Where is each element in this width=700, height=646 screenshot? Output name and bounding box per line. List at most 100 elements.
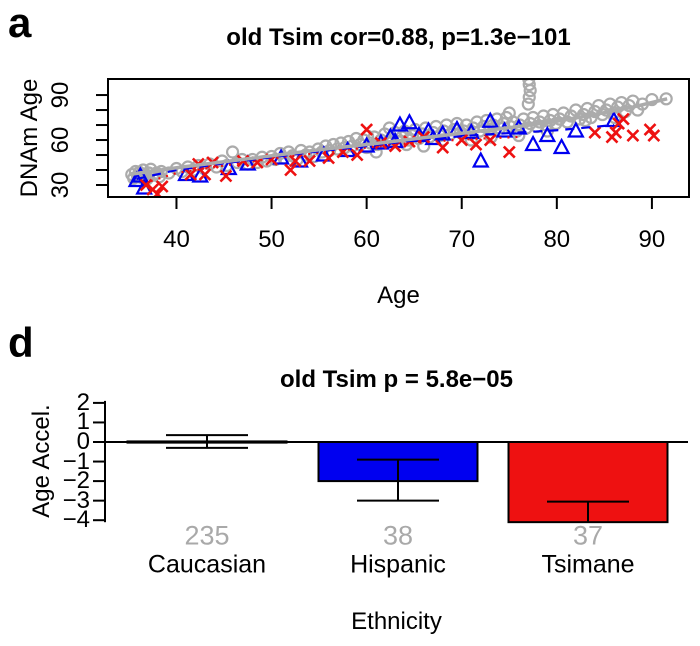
- caucasian-point-circle: [255, 150, 269, 164]
- bar-category-label: Hispanic: [350, 550, 446, 579]
- caucasian-point-circle: [360, 129, 375, 143]
- caucasian-point-circle: [290, 152, 304, 167]
- tsimane-point-x: [139, 178, 153, 192]
- caucasian-point-circle: [374, 133, 388, 147]
- hispanic-point-triangle: [338, 140, 357, 158]
- caucasian-point-circle: [433, 128, 447, 143]
- hispanic-point-triangle: [410, 125, 428, 143]
- tsimane-point-x: [436, 141, 450, 154]
- caucasian-point-circle: [230, 155, 244, 170]
- tsimane-point-x: [374, 136, 388, 150]
- hispanic-point-triangle: [357, 136, 376, 153]
- hispanic-point-triangle: [291, 151, 309, 168]
- caucasian-point-circle: [536, 109, 551, 123]
- caucasian-point-circle: [549, 116, 563, 131]
- caucasian-point-circle: [412, 131, 426, 146]
- panel-a-letter: a: [8, 0, 32, 46]
- caucasian-point-circle: [357, 133, 371, 147]
- caucasian-point-circle: [512, 128, 526, 143]
- caucasian-point-circle: [408, 122, 422, 137]
- hispanic-point-triangle: [419, 121, 438, 138]
- caucasian-point-circle: [319, 139, 333, 153]
- tsimane-point-x: [265, 153, 278, 166]
- hispanic-point-triangle: [127, 170, 146, 188]
- caucasian-point-circle: [466, 121, 480, 135]
- bar-y-axis-tick-label: −2: [62, 467, 90, 495]
- hispanic-point-triangle: [177, 164, 195, 182]
- caucasian-point-circle: [405, 128, 419, 143]
- caucasian-point-circle: [447, 122, 461, 137]
- hispanic-point-triangle: [400, 112, 419, 130]
- caucasian-point-circle: [459, 118, 474, 132]
- tsimane-point-x: [647, 129, 661, 142]
- caucasian-point-circle: [144, 162, 158, 176]
- caucasian-point-circle: [419, 121, 433, 135]
- caucasian-point-circle: [510, 124, 524, 138]
- caucasian-point-circle: [530, 119, 544, 134]
- caucasian-point-circle: [277, 151, 291, 165]
- caucasian-point-circle: [496, 116, 511, 131]
- caucasian-point-circle: [454, 125, 468, 140]
- scatter-plot-box: [107, 78, 690, 198]
- caucasian-point-circle: [479, 113, 494, 128]
- caucasian-point-circle: [576, 107, 591, 122]
- hispanic-point-triangle: [509, 118, 528, 135]
- caucasian-point-circle: [457, 124, 471, 138]
- caucasian-point-circle: [191, 158, 205, 173]
- hispanic-point-triangle: [381, 127, 400, 144]
- tsimane-point-x: [288, 154, 302, 168]
- caucasian-point-circle: [622, 98, 636, 113]
- caucasian-point-circle: [382, 121, 397, 135]
- hispanic-point-triangle: [495, 121, 514, 138]
- hispanic-point-triangle: [238, 154, 257, 171]
- caucasian-point-circle: [138, 167, 152, 182]
- caucasian-point-circle: [580, 101, 594, 116]
- caucasian-point-circle: [175, 164, 189, 179]
- caucasian-point-circle: [526, 110, 540, 125]
- caucasian-point-circle: [384, 131, 398, 146]
- hispanic-point-triangle: [462, 122, 481, 140]
- bar-y-axis-tick-label: −3: [62, 486, 90, 514]
- caucasian-point-circle: [659, 92, 673, 106]
- bar-category-label: Tsimane: [541, 550, 635, 579]
- caucasian-point-circle: [599, 103, 613, 117]
- hispanic-point-triangle: [538, 125, 557, 143]
- trend-line-tsimane: [142, 135, 519, 185]
- caucasian-point-circle: [326, 137, 340, 152]
- caucasian-point-circle: [645, 92, 659, 107]
- tsimane-point-x: [236, 154, 250, 168]
- hispanic-point-triangle: [424, 128, 443, 146]
- caucasian-point-circle: [533, 115, 547, 129]
- tsimane-point-x: [483, 133, 497, 147]
- caucasian-point-circle: [401, 133, 416, 147]
- caucasian-point-circle: [378, 127, 392, 141]
- caucasian-point-circle: [322, 143, 337, 158]
- caucasian-point-circle: [490, 112, 504, 126]
- caucasian-point-circle: [250, 155, 264, 170]
- caucasian-point-circle: [560, 115, 574, 129]
- caucasian-point-circle: [315, 145, 329, 159]
- hispanic-point-triangle: [471, 151, 490, 168]
- caucasian-point-circle: [299, 148, 313, 162]
- tsimane-point-x: [612, 117, 626, 130]
- caucasian-point-circle: [235, 152, 249, 167]
- x-axis-tick-label: 50: [258, 226, 285, 253]
- caucasian-point-circle: [142, 166, 156, 180]
- tsimane-point-x: [219, 169, 233, 183]
- caucasian-point-circle: [130, 169, 145, 183]
- bar-y-axis-tick-label: 1: [76, 408, 90, 436]
- caucasian-point-circle: [285, 149, 300, 163]
- caucasian-point-circle: [215, 154, 229, 168]
- caucasian-point-circle: [523, 116, 537, 131]
- hispanic-point-triangle: [372, 133, 390, 150]
- tsimane-point-x: [502, 145, 516, 159]
- hispanic-point-triangle: [219, 158, 238, 176]
- caucasian-point-circle: [608, 110, 622, 125]
- caucasian-point-circle: [345, 139, 359, 153]
- y-axis-tick-label: 30: [47, 171, 74, 199]
- tsimane-point-x: [191, 157, 205, 171]
- caucasian-point-circle: [136, 163, 150, 177]
- caucasian-point-circle: [245, 152, 260, 167]
- caucasian-point-circle: [391, 134, 405, 149]
- caucasian-point-circle: [311, 142, 325, 156]
